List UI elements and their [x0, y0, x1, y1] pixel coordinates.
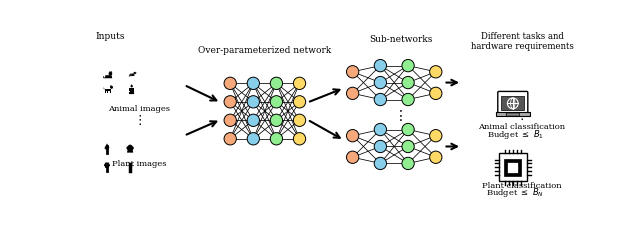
- Polygon shape: [105, 76, 112, 79]
- Circle shape: [270, 115, 283, 127]
- Circle shape: [106, 164, 108, 167]
- Circle shape: [107, 163, 109, 165]
- Text: ⋮: ⋮: [516, 109, 528, 122]
- Polygon shape: [105, 89, 111, 91]
- Circle shape: [224, 115, 236, 127]
- FancyBboxPatch shape: [501, 96, 524, 111]
- Circle shape: [224, 78, 236, 90]
- Circle shape: [105, 163, 108, 165]
- Circle shape: [134, 72, 136, 75]
- Circle shape: [105, 166, 108, 168]
- Text: Animal classification: Animal classification: [479, 123, 566, 131]
- Text: Plant classification: Plant classification: [482, 181, 562, 189]
- Circle shape: [110, 86, 113, 89]
- Circle shape: [224, 96, 236, 109]
- Circle shape: [131, 86, 133, 88]
- Polygon shape: [136, 73, 137, 74]
- Circle shape: [374, 158, 387, 170]
- FancyBboxPatch shape: [504, 159, 521, 176]
- Circle shape: [127, 145, 132, 150]
- Polygon shape: [104, 144, 109, 149]
- Circle shape: [247, 133, 259, 145]
- FancyBboxPatch shape: [496, 112, 530, 116]
- Polygon shape: [110, 86, 112, 87]
- Polygon shape: [103, 76, 105, 79]
- Text: Sub-networks: Sub-networks: [369, 35, 433, 44]
- FancyBboxPatch shape: [107, 91, 108, 93]
- Circle shape: [293, 133, 306, 145]
- Circle shape: [402, 124, 414, 136]
- Circle shape: [429, 130, 442, 142]
- Text: Budget $\leq$ $B_1$: Budget $\leq$ $B_1$: [486, 127, 543, 140]
- Circle shape: [293, 96, 306, 109]
- Polygon shape: [109, 72, 111, 73]
- Polygon shape: [103, 88, 105, 90]
- Circle shape: [270, 133, 283, 145]
- FancyBboxPatch shape: [499, 154, 527, 181]
- Polygon shape: [129, 74, 135, 77]
- Polygon shape: [130, 163, 134, 164]
- Polygon shape: [131, 85, 132, 86]
- Circle shape: [270, 96, 283, 109]
- Circle shape: [374, 60, 387, 72]
- Circle shape: [429, 66, 442, 79]
- Polygon shape: [127, 149, 133, 153]
- Circle shape: [130, 146, 134, 150]
- Circle shape: [429, 151, 442, 164]
- Circle shape: [374, 77, 387, 89]
- Circle shape: [402, 94, 414, 106]
- Text: ⋮: ⋮: [394, 109, 408, 122]
- Circle shape: [247, 115, 259, 127]
- FancyBboxPatch shape: [506, 114, 519, 116]
- Circle shape: [247, 78, 259, 90]
- FancyBboxPatch shape: [498, 92, 528, 114]
- FancyBboxPatch shape: [110, 91, 111, 93]
- Polygon shape: [129, 74, 132, 76]
- Circle shape: [127, 146, 130, 150]
- Circle shape: [293, 115, 306, 127]
- Text: Animal images: Animal images: [108, 104, 170, 113]
- Text: Over-parameterized network: Over-parameterized network: [198, 46, 332, 55]
- Text: ⋮: ⋮: [133, 114, 146, 126]
- Circle shape: [293, 78, 306, 90]
- Circle shape: [270, 78, 283, 90]
- Polygon shape: [127, 164, 130, 167]
- Text: Different tasks and
hardware requirements: Different tasks and hardware requirement…: [470, 32, 573, 51]
- FancyBboxPatch shape: [508, 162, 518, 173]
- Polygon shape: [104, 149, 107, 151]
- Circle shape: [402, 141, 414, 153]
- Circle shape: [107, 166, 109, 168]
- Circle shape: [346, 130, 359, 142]
- Circle shape: [374, 94, 387, 106]
- Text: Inputs: Inputs: [95, 32, 125, 41]
- Circle shape: [402, 77, 414, 89]
- Circle shape: [346, 66, 359, 79]
- Circle shape: [429, 88, 442, 100]
- Circle shape: [374, 141, 387, 153]
- Polygon shape: [111, 72, 112, 73]
- Circle shape: [108, 164, 110, 167]
- Polygon shape: [130, 164, 133, 167]
- Circle shape: [109, 72, 112, 76]
- Circle shape: [224, 133, 236, 145]
- Circle shape: [374, 124, 387, 136]
- Text: Budget $\leq$ $B_N$: Budget $\leq$ $B_N$: [486, 186, 544, 199]
- Circle shape: [402, 158, 414, 170]
- Text: Plant images: Plant images: [112, 160, 166, 168]
- Circle shape: [346, 88, 359, 100]
- Circle shape: [346, 151, 359, 164]
- Circle shape: [104, 164, 106, 167]
- Polygon shape: [129, 88, 134, 91]
- Polygon shape: [127, 162, 130, 164]
- Circle shape: [247, 96, 259, 109]
- Circle shape: [402, 60, 414, 72]
